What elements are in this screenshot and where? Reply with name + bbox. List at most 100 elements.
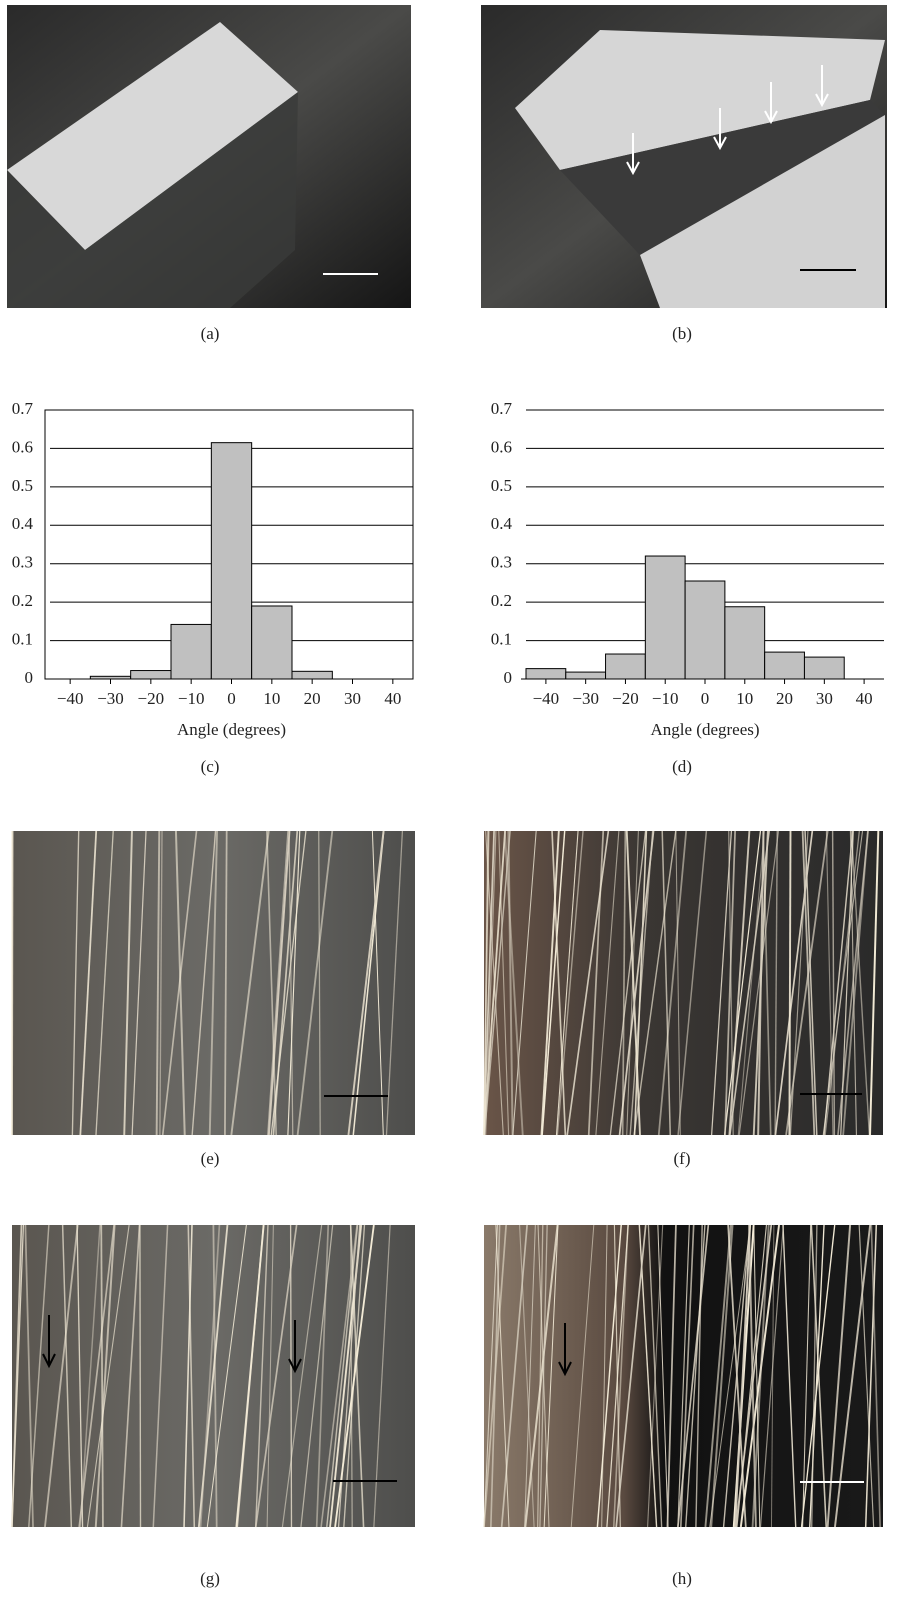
fiber [722,1224,751,1528]
fiber [78,1224,115,1528]
fiber [503,830,524,1136]
y-tick-label: 0.1 [491,629,512,648]
fiber [823,830,854,1136]
fiber [724,830,736,1136]
fiber [666,1224,677,1528]
x-tick-label: −30 [97,689,124,708]
fiber [483,1224,498,1528]
y-tick-label: 0.2 [491,591,512,610]
fiber [300,1224,334,1528]
fiber [483,830,511,1136]
fiber [661,830,672,1136]
fiber [825,830,834,1136]
panel-label: (f) [674,1149,691,1168]
fiber [759,1224,784,1528]
fiber [512,830,537,1136]
fiber [224,830,228,1136]
fiber [551,830,567,1136]
fiber [704,1224,732,1528]
y-tick-label: 0.3 [491,553,512,572]
fiber [675,830,681,1136]
photos [7,5,887,1528]
fiber [537,1224,544,1528]
fiber [774,830,778,1136]
fiber [155,830,161,1136]
fiber [870,1224,881,1528]
x-tick-label: 10 [736,689,753,708]
y-tick-label: 0.5 [491,476,512,495]
fiber [782,1224,797,1528]
panel-label: (d) [672,757,692,776]
fiber [541,830,566,1136]
fiber [131,830,147,1136]
fiber [235,1224,265,1528]
fiber [540,830,560,1136]
panel-label: (e) [201,1149,220,1168]
fiber [850,830,871,1136]
x-tick-label: −40 [57,689,84,708]
fiber [834,1224,872,1528]
x-tick-label: 30 [344,689,361,708]
bar [803,656,845,680]
fiber [831,830,836,1136]
fiber [267,830,291,1136]
panel-label: (g) [200,1569,220,1588]
fiber [11,830,14,1136]
fiber [373,1224,391,1528]
fiber [629,830,654,1136]
fiber [709,1224,752,1528]
fiber [254,1224,269,1528]
fiber [267,830,289,1136]
bar [644,555,686,680]
bar [605,653,646,680]
fiber [498,830,510,1136]
fiber [79,1224,101,1528]
fiber [570,1224,595,1528]
y-tick-label: 0.6 [12,437,33,456]
panel-label: (c) [201,757,220,776]
fiber [556,830,584,1136]
x-tick-label: −30 [572,689,599,708]
fiber [483,830,495,1136]
fiber [320,1224,358,1528]
fiber [287,830,301,1136]
x-axis-title: Angle (degrees) [650,720,759,739]
fiber [266,1224,274,1528]
bar [764,651,805,680]
fiber [618,830,655,1136]
bar [130,670,172,680]
fiber [519,1224,535,1528]
fiber [869,830,880,1136]
fiber [612,1224,629,1528]
fiber [587,830,605,1136]
fiber [539,1224,548,1528]
fiber [633,830,677,1136]
fiber [347,830,385,1136]
bar [565,671,607,680]
fiber [657,1224,669,1528]
x-tick-label: 40 [856,689,873,708]
x-tick-label: −20 [138,689,165,708]
x-tick-label: −10 [652,689,679,708]
fiber [757,830,765,1136]
x-tick-label: 30 [816,689,833,708]
fiber [543,1224,559,1528]
x-tick-label: 20 [776,689,793,708]
fiber [802,1224,812,1528]
y-tick-label: 0.7 [491,399,513,418]
fiber [371,830,384,1136]
fiber [44,1224,79,1528]
fiber [595,830,620,1136]
fiber [187,1224,196,1528]
fiber [71,830,80,1136]
fiber [100,1224,104,1528]
y-tick-label: 0.5 [12,476,33,495]
fiber [601,1224,608,1528]
fiber [352,830,385,1136]
fiber [774,830,814,1136]
fiber [638,1224,658,1528]
fiber [677,1224,690,1528]
x-tick-label: 20 [304,689,321,708]
y-tick-label: 0.4 [12,514,34,533]
